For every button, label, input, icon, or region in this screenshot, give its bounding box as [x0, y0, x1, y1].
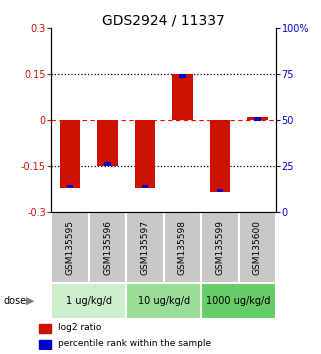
Bar: [89, 212, 126, 283]
Bar: [60, 120, 80, 188]
Bar: [97, 120, 118, 166]
Text: 10 ug/kg/d: 10 ug/kg/d: [138, 296, 190, 306]
Bar: [104, 162, 111, 166]
Bar: [135, 120, 155, 188]
Bar: [172, 74, 193, 120]
Bar: [142, 185, 148, 188]
Bar: [201, 283, 276, 319]
Text: 1 ug/kg/d: 1 ug/kg/d: [66, 296, 112, 306]
Text: GSM135595: GSM135595: [65, 220, 74, 275]
Bar: [164, 212, 201, 283]
Bar: [179, 74, 186, 78]
Bar: [126, 283, 201, 319]
Text: dose: dose: [3, 296, 26, 306]
Text: GSM135597: GSM135597: [141, 220, 150, 275]
Bar: [239, 212, 276, 283]
Bar: [247, 117, 268, 120]
Text: GSM135599: GSM135599: [215, 220, 224, 275]
Bar: [39, 340, 51, 349]
Bar: [51, 212, 89, 283]
Bar: [51, 283, 126, 319]
Text: GSM135596: GSM135596: [103, 220, 112, 275]
Bar: [126, 212, 164, 283]
Bar: [254, 117, 261, 121]
Text: GSM135598: GSM135598: [178, 220, 187, 275]
Text: percentile rank within the sample: percentile rank within the sample: [58, 339, 211, 348]
Text: 1000 ug/kg/d: 1000 ug/kg/d: [206, 296, 271, 306]
Bar: [67, 185, 74, 188]
Bar: [201, 212, 239, 283]
Text: log2 ratio: log2 ratio: [58, 323, 101, 332]
Bar: [39, 324, 51, 333]
Text: ▶: ▶: [26, 296, 34, 306]
Bar: [216, 189, 223, 193]
Text: GSM135600: GSM135600: [253, 220, 262, 275]
Bar: [210, 120, 230, 193]
Title: GDS2924 / 11337: GDS2924 / 11337: [102, 13, 225, 27]
